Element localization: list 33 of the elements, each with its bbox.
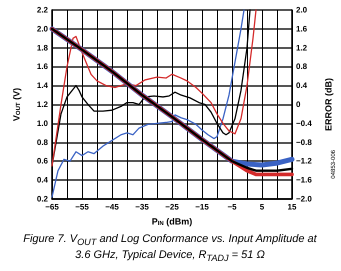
y-tick-label: 1.2 <box>36 100 49 109</box>
y2-tick-label: −2.0 <box>296 194 312 204</box>
y2-axis-title: ERROR (dB) <box>324 78 334 131</box>
y2-tick-label: 1.2 <box>296 43 308 52</box>
x-tick-label: −35 <box>135 202 150 212</box>
y2-tick-label: −1.6 <box>296 176 312 185</box>
y2-tick-label: 0.4 <box>296 81 308 90</box>
y2-tick-label: −0.4 <box>296 118 312 128</box>
y2-tick-label: 1.6 <box>296 24 308 34</box>
x-tick-label: −45 <box>105 202 120 212</box>
y-tick-label: 0.4 <box>36 176 49 185</box>
x-tick-label: −15 <box>195 202 210 212</box>
y-tick-label: 0.8 <box>36 138 49 147</box>
text: Figure 7. V$_{OUT}$ and Log Conformance vs. Input Amplitude at 3.6 GHz, Typical Device, R$_{TADJ}$ = 51 Ω <box>22 233 318 266</box>
y-tick-label: 0.2 <box>36 194 49 204</box>
y-tick-label: 2.2 <box>36 6 49 14</box>
y2-tick-label: −0.8 <box>296 138 312 147</box>
x-tick-label: −25 <box>165 202 180 212</box>
y-tick-label: 1.6 <box>36 62 49 72</box>
x-tick-label: 15 <box>288 202 297 212</box>
y-tick-label: 1.0 <box>36 118 49 128</box>
y-tick-label: 0.6 <box>36 156 49 166</box>
y2-tick-label: −1.2 <box>296 156 312 166</box>
y2-tick-label: 0 <box>296 100 301 109</box>
y2-tick-label: 2.0 <box>296 6 308 14</box>
x-tick-label: 5 <box>260 202 265 212</box>
x-tick-label: −55 <box>75 202 90 212</box>
y-tick-label: 1.4 <box>36 81 49 90</box>
y-tick-label: 2.0 <box>36 24 49 34</box>
x-tick-label: −65 <box>45 202 60 212</box>
x-tick-label: −5 <box>227 202 238 212</box>
y2-tick-label: 0.8 <box>296 62 308 72</box>
y-tick-label: 1.8 <box>36 43 49 52</box>
